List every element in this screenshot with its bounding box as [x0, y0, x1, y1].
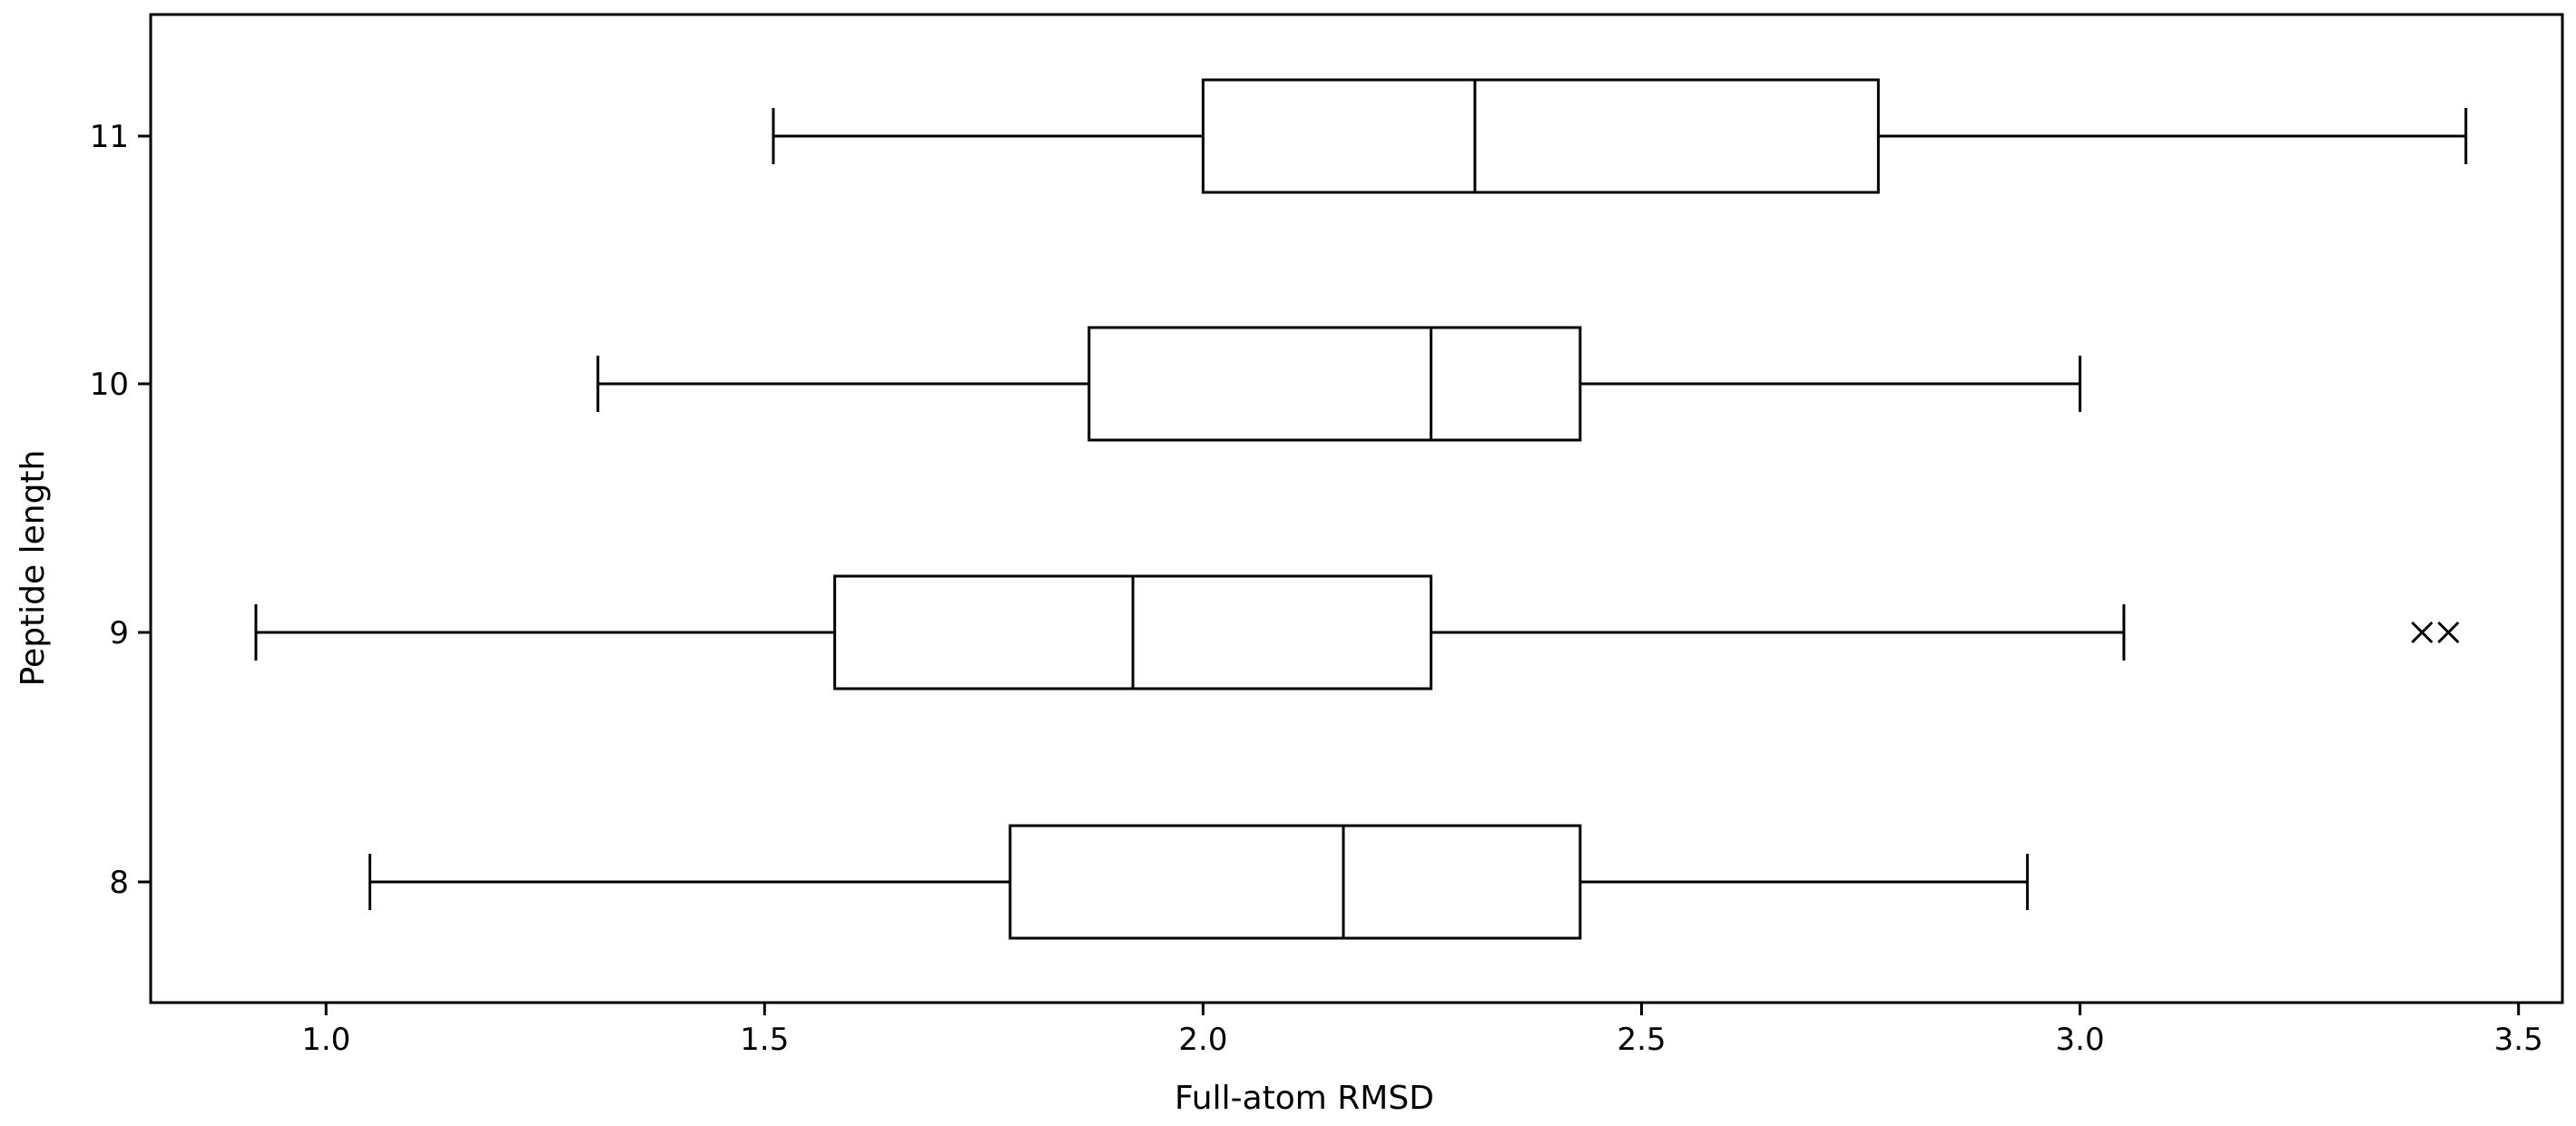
outlier-marker [2437, 621, 2460, 644]
box-iqr [1087, 326, 1582, 442]
box-iqr [1201, 78, 1880, 194]
plot-area: 1.0 1.5 2.0 2.5 3.0 3.5 8 9 10 11 [90, 13, 2564, 1058]
y-tick-label: 8 [109, 865, 129, 901]
x-tick-label: 1.0 [301, 1022, 350, 1058]
outlier-marker [2411, 621, 2433, 644]
x-tick-label: 1.5 [740, 1022, 789, 1058]
x-tick-label: 2.5 [1617, 1022, 1666, 1058]
y-tick-label: 10 [90, 367, 129, 403]
y-tick-label: 11 [90, 119, 129, 155]
box-iqr [1008, 824, 1582, 940]
x-axis-label: Full-atom RMSD [1175, 1080, 1434, 1117]
x-tick-label: 2.0 [1178, 1022, 1227, 1058]
y-axis-label: Peptide length [15, 450, 52, 687]
axes-frame [149, 13, 2564, 1004]
x-tick-label: 3.5 [2494, 1022, 2543, 1058]
y-tick-label: 9 [109, 615, 129, 651]
x-tick-label: 3.0 [2056, 1022, 2105, 1058]
